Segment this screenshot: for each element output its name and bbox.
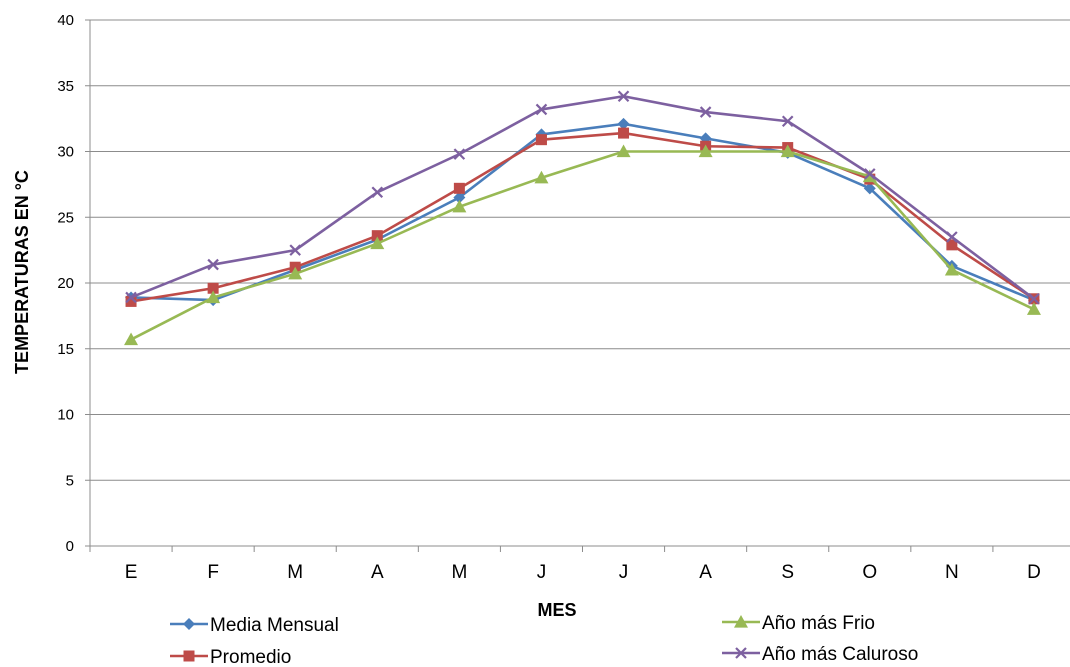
triangle-marker [370,236,385,250]
triangle-marker [698,144,713,158]
x-marker-stroke [735,647,747,659]
x-marker [371,186,384,199]
triangle-marker [452,199,467,213]
diamond-marker [453,191,466,204]
x-tick-label-6: J [619,562,629,583]
triangle-marker [734,615,748,628]
square-marker [371,230,383,242]
x-marker-stroke [453,148,466,160]
triangle-marker [124,332,139,346]
x-tick-label-3: A [371,562,384,583]
x-marker [946,231,958,243]
x-marker [453,148,466,160]
x-marker-stroke [289,244,301,256]
x-marker [289,244,301,256]
triangle-marker [288,266,303,280]
x-marker [535,103,548,116]
triangle-marker [206,290,221,304]
diamond-marker [863,182,876,195]
legend-item-0: Media Mensual [170,615,339,636]
x-marker-stroke [1028,293,1040,305]
x-marker [781,115,794,128]
x-marker-stroke [535,103,548,116]
y-tick-label-25: 25 [57,209,74,226]
x-marker-stroke [699,106,712,118]
series-group [124,90,1041,346]
x-marker-stroke [371,186,384,199]
triangle-marker [616,144,631,158]
series-3 [125,90,1040,305]
gridlines [90,19,1070,481]
legend-item-1: Promedio [170,647,291,667]
x-marker [1028,293,1040,305]
x-tick-label-11: D [1027,562,1041,583]
series-line-2 [130,150,1035,341]
x-marker-stroke [864,168,876,180]
x-marker [207,258,219,271]
diamond-marker [617,117,630,130]
square-marker [618,127,630,139]
y-tick-label-20: 20 [57,275,74,292]
legend-item-2: Año más Frio [722,613,875,634]
x-tick-label-5: J [537,562,547,583]
triangle-marker [780,144,795,158]
legend-label-0: Media Mensual [210,615,339,636]
x-marker-stroke [207,258,219,271]
x-marker [735,647,747,659]
x-tick-label-4: M [451,562,467,583]
legend-label-3: Año más Caluroso [762,644,918,665]
x-tick-label-2: M [287,562,303,583]
x-marker [617,90,630,103]
x-tick-label-10: N [945,562,959,583]
legend-label-1: Promedio [210,647,291,667]
y-axis-title: TEMPERATURAS EN °C [12,170,32,374]
y-tick-label-0: 0 [66,538,74,555]
y-tick-label-5: 5 [66,472,74,489]
x-tick-label-1: F [207,562,219,583]
y-tick-label-15: 15 [57,341,74,358]
series-2 [124,144,1041,346]
square-marker [946,239,958,251]
x-marker [699,106,712,118]
x-marker-stroke [946,231,958,243]
series-line-1 [130,131,1035,303]
legend-label-2: Año más Frio [762,613,875,634]
series-line-3 [130,94,1035,300]
y-tick-label-40: 40 [57,12,74,29]
triangle-marker [534,170,549,184]
x-axis-title: MES [537,600,576,620]
triangle-marker [862,169,877,183]
series-line-0 [131,122,1035,302]
triangle-marker [944,262,959,276]
y-axis-ticks: 0 5 10 15 20 25 30 35 40 [57,12,90,555]
square-marker [125,295,137,307]
square-marker [453,182,465,194]
x-marker-stroke [781,115,794,128]
x-tick-label-8: S [781,562,794,583]
triangle-marker [1026,302,1041,315]
x-tick-label-9: O [862,562,877,583]
x-marker-stroke [617,90,630,103]
x-marker-stroke [125,291,137,304]
legend-item-3: Año más Caluroso [722,644,918,665]
y-tick-label-30: 30 [57,144,74,161]
legend: Media Mensual Promedio Año más Frio Año más… [170,613,918,667]
y-tick-label-10: 10 [57,407,74,424]
diamond-marker [183,618,195,630]
x-tick-label-7: A [699,562,712,583]
x-tick-label-0: E [125,562,138,583]
x-marker [864,168,876,180]
square-marker [183,650,195,662]
y-tick-label-35: 35 [57,78,74,95]
x-marker [125,291,137,304]
square-marker [535,134,547,146]
square-marker [207,282,219,294]
